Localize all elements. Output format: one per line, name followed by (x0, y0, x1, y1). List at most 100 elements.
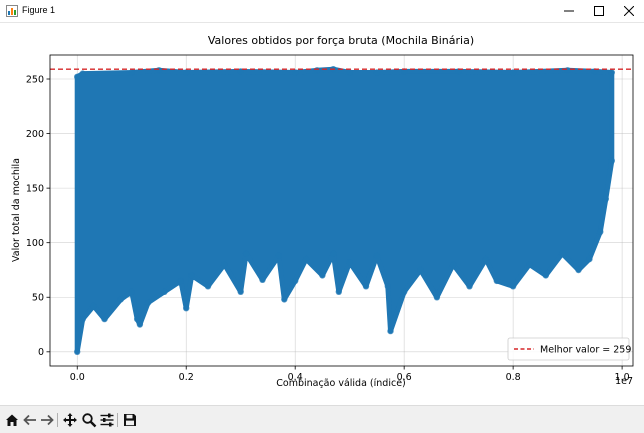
back-button[interactable] (20, 410, 40, 430)
data-point (559, 250, 566, 257)
data-point (183, 69, 190, 76)
data-point (161, 288, 168, 295)
data-series (74, 66, 615, 355)
legend-box (507, 337, 630, 361)
x-tick-label: 1.0 (615, 372, 630, 383)
data-point (242, 250, 250, 257)
x-tick-label: 0.4 (288, 372, 303, 383)
data-point (259, 276, 266, 283)
data-point (450, 261, 457, 268)
data-point (155, 67, 163, 74)
y-tick-label: 100 (26, 238, 44, 249)
arrow-left-icon (23, 414, 36, 426)
x-tick-label: 0.0 (70, 372, 85, 383)
data-point (79, 70, 86, 77)
pan-button[interactable] (60, 410, 80, 430)
data-point (493, 277, 500, 285)
data-point (586, 255, 593, 263)
data-point (509, 69, 517, 76)
data-point (433, 294, 441, 301)
maximize-button[interactable] (584, 0, 614, 22)
ticks: 0.0 0.2 0.4 0.6 0.8 1.0 0 50 100 150 200 250 (26, 74, 630, 383)
data-point (136, 321, 144, 328)
data-point (74, 73, 81, 80)
chart-title: Valores obtidos por força bruta (Mochila… (208, 34, 474, 47)
data-point (417, 266, 424, 274)
data-point (281, 296, 288, 303)
window-titlebar: Figure 1 (0, 0, 644, 23)
y-tick-label: 150 (26, 183, 44, 194)
data-point (79, 315, 86, 323)
series-band (74, 66, 615, 355)
data-point (128, 69, 135, 76)
data-point (292, 277, 299, 285)
data-point (335, 288, 342, 295)
data-point (575, 266, 582, 274)
data-point (221, 261, 228, 268)
data-point (237, 288, 244, 295)
data-point (330, 250, 337, 257)
data-point (313, 67, 321, 74)
data-point (373, 252, 381, 259)
data-point (362, 283, 370, 290)
data-point (346, 259, 353, 266)
data-point (144, 299, 152, 306)
legend-label: Melhor valor = 259 (540, 345, 631, 356)
forward-button[interactable] (37, 410, 57, 430)
data-point (401, 288, 408, 295)
data-point (346, 69, 353, 76)
matplotlib-figure-icon (6, 5, 18, 17)
x-tick-label: 0.8 (506, 372, 521, 383)
data-point (183, 305, 190, 312)
data-point (608, 157, 615, 164)
x-offset-label: 1e7 (615, 376, 633, 387)
configure-subplots-button[interactable] (97, 410, 117, 430)
x-axis-label: Combinação válida (índice) (276, 378, 406, 389)
magnifier-icon (82, 413, 97, 428)
data-point (275, 252, 282, 259)
data-point (466, 283, 473, 290)
minimize-button[interactable] (554, 0, 584, 22)
data-point (134, 315, 141, 323)
navigation-toolbar (0, 405, 644, 433)
data-point (384, 283, 391, 290)
data-point (526, 261, 533, 268)
y-tick-label: 200 (26, 129, 44, 140)
plot-frame (49, 54, 634, 367)
y-tick-label: 50 (32, 293, 44, 304)
minimize-icon (564, 10, 574, 12)
figure-canvas: Valores obtidos por força bruta (Mochila… (0, 23, 644, 405)
y-tick-label: 0 (38, 347, 44, 358)
data-point (177, 277, 184, 285)
x-tick-label: 0.6 (397, 372, 412, 383)
save-button[interactable] (120, 410, 140, 430)
data-point (387, 327, 394, 335)
toolbar-separator (57, 413, 58, 427)
data-point (564, 67, 571, 74)
chart: Valores obtidos por força bruta (Mochila… (11, 34, 634, 389)
close-button[interactable] (614, 0, 644, 22)
close-icon (624, 6, 634, 16)
data-point (608, 69, 615, 76)
arrow-right-icon (41, 414, 54, 426)
data-point (74, 348, 81, 355)
data-point (602, 195, 609, 203)
data-point (597, 228, 604, 235)
sliders-icon (100, 413, 114, 427)
data-point (117, 296, 125, 303)
data-point (373, 69, 381, 76)
zoom-button[interactable] (79, 410, 99, 430)
move-arrows-icon (63, 413, 77, 427)
y-axis-label: Valor total da mochila (11, 158, 22, 262)
data-point (101, 315, 108, 323)
home-icon (6, 414, 18, 426)
floppy-disk-icon (124, 414, 136, 426)
home-button[interactable] (2, 410, 22, 430)
x-tick-label: 0.2 (179, 372, 194, 383)
data-point (302, 255, 310, 263)
data-point (90, 302, 97, 310)
data-point (188, 272, 195, 279)
data-point (482, 255, 490, 263)
y-tick-label: 250 (26, 74, 44, 85)
toolbar-separator (117, 413, 118, 427)
